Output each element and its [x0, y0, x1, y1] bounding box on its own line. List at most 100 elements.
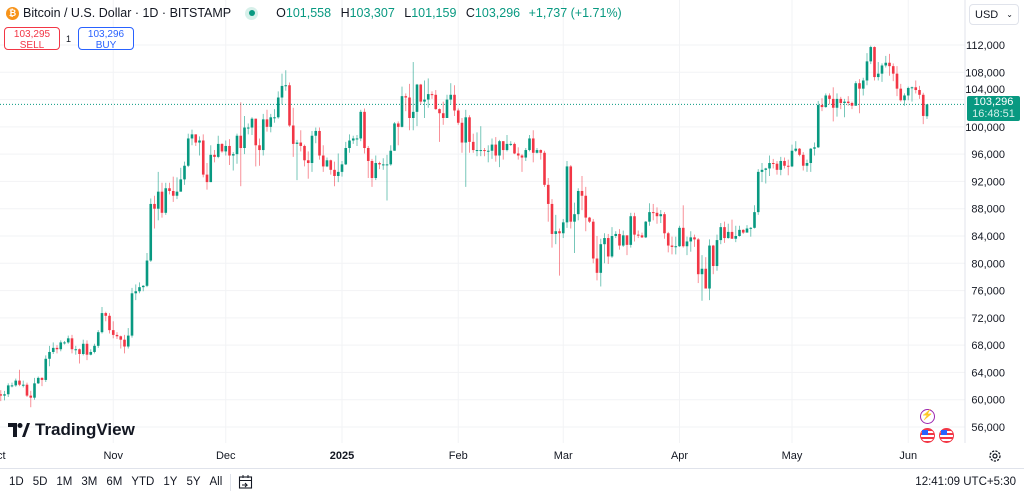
- buy-button[interactable]: 103,296 BUY: [78, 27, 134, 51]
- candle: [861, 77, 865, 96]
- candle-body: [111, 330, 115, 335]
- candle-body: [430, 94, 434, 96]
- candle-body: [846, 101, 850, 103]
- candle-body: [40, 377, 44, 380]
- candle-body: [618, 233, 621, 246]
- candle-body: [299, 142, 303, 146]
- candle-body: [408, 97, 411, 118]
- candle-body: [914, 87, 918, 91]
- period-1d[interactable]: 1D: [9, 476, 24, 488]
- candle-body: [29, 395, 33, 398]
- x-tick-label: Nov: [103, 450, 123, 462]
- candle: [434, 90, 438, 110]
- candle-body: [89, 351, 93, 355]
- candle-body: [918, 90, 921, 95]
- sell-button[interactable]: 103,295 SELL: [4, 27, 60, 51]
- candle: [899, 83, 903, 102]
- candle-body: [44, 358, 48, 380]
- period-5d[interactable]: 5D: [32, 476, 48, 488]
- timezone-clock[interactable]: 12:41:09 UTC+5:30: [915, 476, 1016, 488]
- candle: [794, 141, 798, 153]
- candle-body: [235, 135, 239, 155]
- period-6m[interactable]: 6M: [106, 476, 123, 488]
- candle-body: [374, 163, 378, 179]
- us-flag-event-icon[interactable]: [920, 428, 935, 443]
- candle: [0, 390, 3, 402]
- us-flag-event-icon[interactable]: [939, 428, 954, 443]
- y-tick-label: 80,000: [971, 258, 1005, 270]
- candle-body: [186, 138, 190, 166]
- period-1m[interactable]: 1M: [56, 476, 73, 488]
- candle: [816, 100, 820, 149]
- candle: [828, 93, 831, 105]
- period-ytd[interactable]: YTD: [131, 476, 155, 488]
- period-5y[interactable]: 5Y: [186, 476, 201, 488]
- settings-gear-icon[interactable]: [988, 449, 1002, 463]
- candle: [910, 86, 914, 102]
- candle-body: [115, 334, 119, 337]
- period-1y[interactable]: 1Y: [163, 476, 178, 488]
- buy-label: BUY: [95, 40, 117, 51]
- candle-body: [906, 87, 910, 96]
- candle-body: [828, 95, 831, 99]
- candle: [569, 165, 573, 229]
- candle-body: [216, 143, 220, 157]
- y-tick-label: 96,000: [971, 149, 1005, 161]
- candle: [198, 136, 201, 156]
- candle-body: [910, 87, 914, 89]
- candle: [614, 231, 618, 239]
- candle: [40, 377, 44, 387]
- candle-body: [329, 160, 333, 170]
- candle-body: [798, 148, 801, 155]
- candle-body: [685, 241, 689, 247]
- candle-body: [201, 140, 205, 175]
- change-value: +1,737 (+1.71%): [528, 6, 622, 20]
- candle: [288, 82, 291, 127]
- candle: [205, 163, 209, 190]
- tradingview-logo[interactable]: TradingView: [8, 420, 135, 440]
- candle: [370, 158, 374, 187]
- candle: [213, 150, 216, 163]
- x-tick-label: Dec: [216, 450, 236, 462]
- candle-body: [441, 113, 445, 118]
- candle: [408, 83, 411, 131]
- candle-body: [708, 245, 711, 289]
- candle: [63, 341, 66, 345]
- candle-body: [771, 163, 775, 165]
- candle: [415, 83, 419, 127]
- candle: [918, 85, 921, 99]
- period-all[interactable]: All: [209, 476, 223, 488]
- close-label: C: [465, 6, 475, 20]
- time-axis[interactable]: Oct Nov Dec 2025 Feb Mar Apr May Jun: [0, 450, 917, 462]
- candle-body: [179, 179, 183, 192]
- candle-body: [805, 163, 809, 166]
- candle-body: [813, 147, 816, 149]
- candle-body: [265, 119, 269, 127]
- candlestick-chart[interactable]: 112,000 108,000 104,000 100,000 96,000 92,000…: [0, 0, 1024, 468]
- candle-body: [445, 99, 449, 118]
- candle: [186, 133, 190, 168]
- currency-select[interactable]: USD ⌄: [969, 4, 1019, 25]
- candle-body: [385, 164, 389, 166]
- candle: [273, 109, 276, 123]
- candle: [310, 130, 314, 172]
- period-3m[interactable]: 3M: [81, 476, 98, 488]
- candle-body: [104, 313, 108, 316]
- candle-body: [310, 135, 314, 164]
- candle-body: [543, 152, 546, 185]
- candle-body: [261, 119, 265, 151]
- candle-body: [250, 118, 254, 128]
- lightning-event-icon[interactable]: ⚡: [920, 409, 935, 424]
- candle-body: [123, 339, 126, 347]
- candle: [516, 147, 520, 160]
- candle: [306, 151, 310, 179]
- candle: [711, 244, 715, 275]
- candle: [921, 92, 925, 125]
- candle: [183, 161, 186, 185]
- price-axis[interactable]: 112,000 108,000 104,000 100,000 96,000 92,000…: [965, 40, 1005, 434]
- candle-body: [486, 150, 490, 152]
- calendar-goto-icon[interactable]: [238, 474, 254, 491]
- candle: [775, 160, 779, 175]
- symbol-title[interactable]: Bitcoin / U.S. Dollar · 1D · BITSTAMP: [23, 6, 232, 20]
- candle-body: [738, 229, 741, 236]
